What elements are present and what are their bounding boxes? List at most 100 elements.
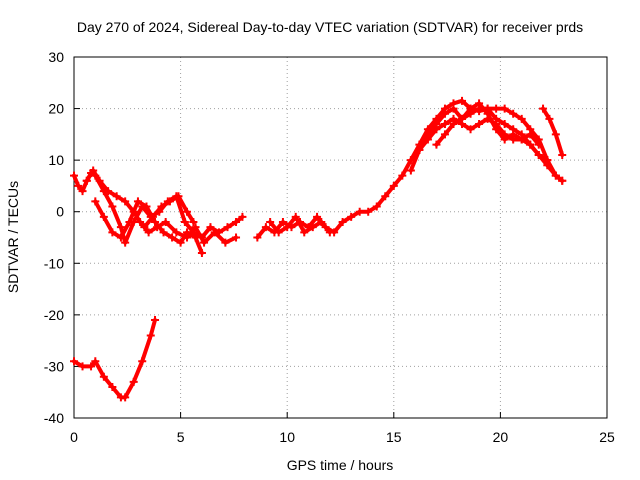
data-point (440, 109, 449, 118)
data-point (347, 212, 356, 221)
data-point (182, 228, 191, 237)
y-tick-label: -20 (44, 307, 64, 323)
data-point (492, 125, 501, 134)
data-point (129, 377, 138, 386)
data-point (558, 176, 567, 185)
data-point (87, 362, 96, 371)
data-point (261, 223, 270, 232)
series-track-a (70, 169, 247, 247)
data-point (221, 238, 230, 247)
x-tick-label: 10 (279, 429, 295, 445)
data-point (253, 233, 262, 242)
data-point (483, 109, 492, 118)
data-point (526, 140, 535, 149)
data-point (466, 104, 475, 113)
data-point (432, 125, 441, 134)
data-point (82, 176, 91, 185)
data-point (381, 192, 390, 201)
data-point (406, 166, 415, 175)
data-point (191, 223, 200, 232)
data-point (543, 156, 552, 165)
data-point (161, 218, 170, 227)
data-point (517, 135, 526, 144)
data-point (89, 166, 98, 175)
data-point (146, 331, 155, 340)
data-point (148, 212, 157, 221)
data-point (300, 228, 309, 237)
y-tick-label: -40 (44, 410, 64, 426)
data-point (104, 187, 113, 196)
data-point (338, 218, 347, 227)
data-point (197, 248, 206, 257)
data-point (78, 187, 87, 196)
data-point (91, 357, 100, 366)
data-point (138, 357, 147, 366)
data-point (180, 218, 189, 227)
data-point (509, 109, 518, 118)
data-point (232, 218, 241, 227)
data-point (133, 197, 142, 206)
data-point (151, 316, 160, 325)
data-point (108, 383, 117, 392)
data-point (398, 171, 407, 180)
data-point (364, 207, 373, 216)
data-point (206, 223, 215, 232)
series-line (84, 168, 238, 245)
data-point (278, 218, 287, 227)
data-point (415, 145, 424, 154)
data-point (432, 140, 441, 149)
data-point (116, 223, 125, 232)
series-line (541, 106, 565, 157)
data-point (116, 233, 125, 242)
data-point (372, 202, 381, 211)
x-tick-label: 25 (599, 429, 615, 445)
data-point (168, 233, 177, 242)
data-point (189, 218, 198, 227)
y-tick-label: -30 (44, 358, 64, 374)
data-point (172, 228, 181, 237)
x-tick-label: 20 (493, 429, 509, 445)
data-point (144, 228, 153, 237)
x-tick-label: 0 (70, 429, 78, 445)
data-point (534, 150, 543, 159)
x-tick-label: 5 (177, 429, 185, 445)
y-tick-label: 30 (48, 49, 64, 65)
series-track-k (70, 316, 160, 402)
plot-frame (73, 56, 608, 419)
data-point (475, 99, 484, 108)
data-point (440, 120, 449, 129)
data-point (223, 223, 232, 232)
data-point (534, 140, 543, 149)
data-point (121, 238, 130, 247)
data-point (551, 171, 560, 180)
data-point (517, 114, 526, 123)
data-point (112, 192, 121, 201)
data-point (526, 130, 535, 139)
data-point (191, 233, 200, 242)
data-point (176, 238, 185, 247)
data-point (136, 218, 145, 227)
data-point (121, 197, 130, 206)
data-point (423, 135, 432, 144)
data-point (95, 176, 104, 185)
x-axis-title: GPS time / hours (287, 457, 394, 473)
data-point (283, 223, 292, 232)
data-point (232, 233, 241, 242)
data-point (151, 218, 160, 227)
data-point (266, 218, 275, 227)
data-point (140, 223, 149, 232)
data-point (458, 96, 467, 105)
data-point (500, 104, 509, 113)
x-tick-label: 15 (386, 429, 402, 445)
data-point (125, 218, 134, 227)
chart-title: Day 270 of 2024, Sidereal Day-to-day VTE… (77, 19, 583, 35)
grid (74, 57, 607, 418)
data-point (466, 125, 475, 134)
ticks: 0 5 10 15 20 25 -40 -30 -20 -10 0 10 20 30 (44, 49, 615, 445)
series-track-f (266, 212, 334, 237)
data-point (174, 192, 183, 201)
data-point (551, 130, 560, 139)
series-track-d (140, 192, 198, 232)
data-point (70, 171, 78, 180)
series-layer (70, 96, 567, 402)
